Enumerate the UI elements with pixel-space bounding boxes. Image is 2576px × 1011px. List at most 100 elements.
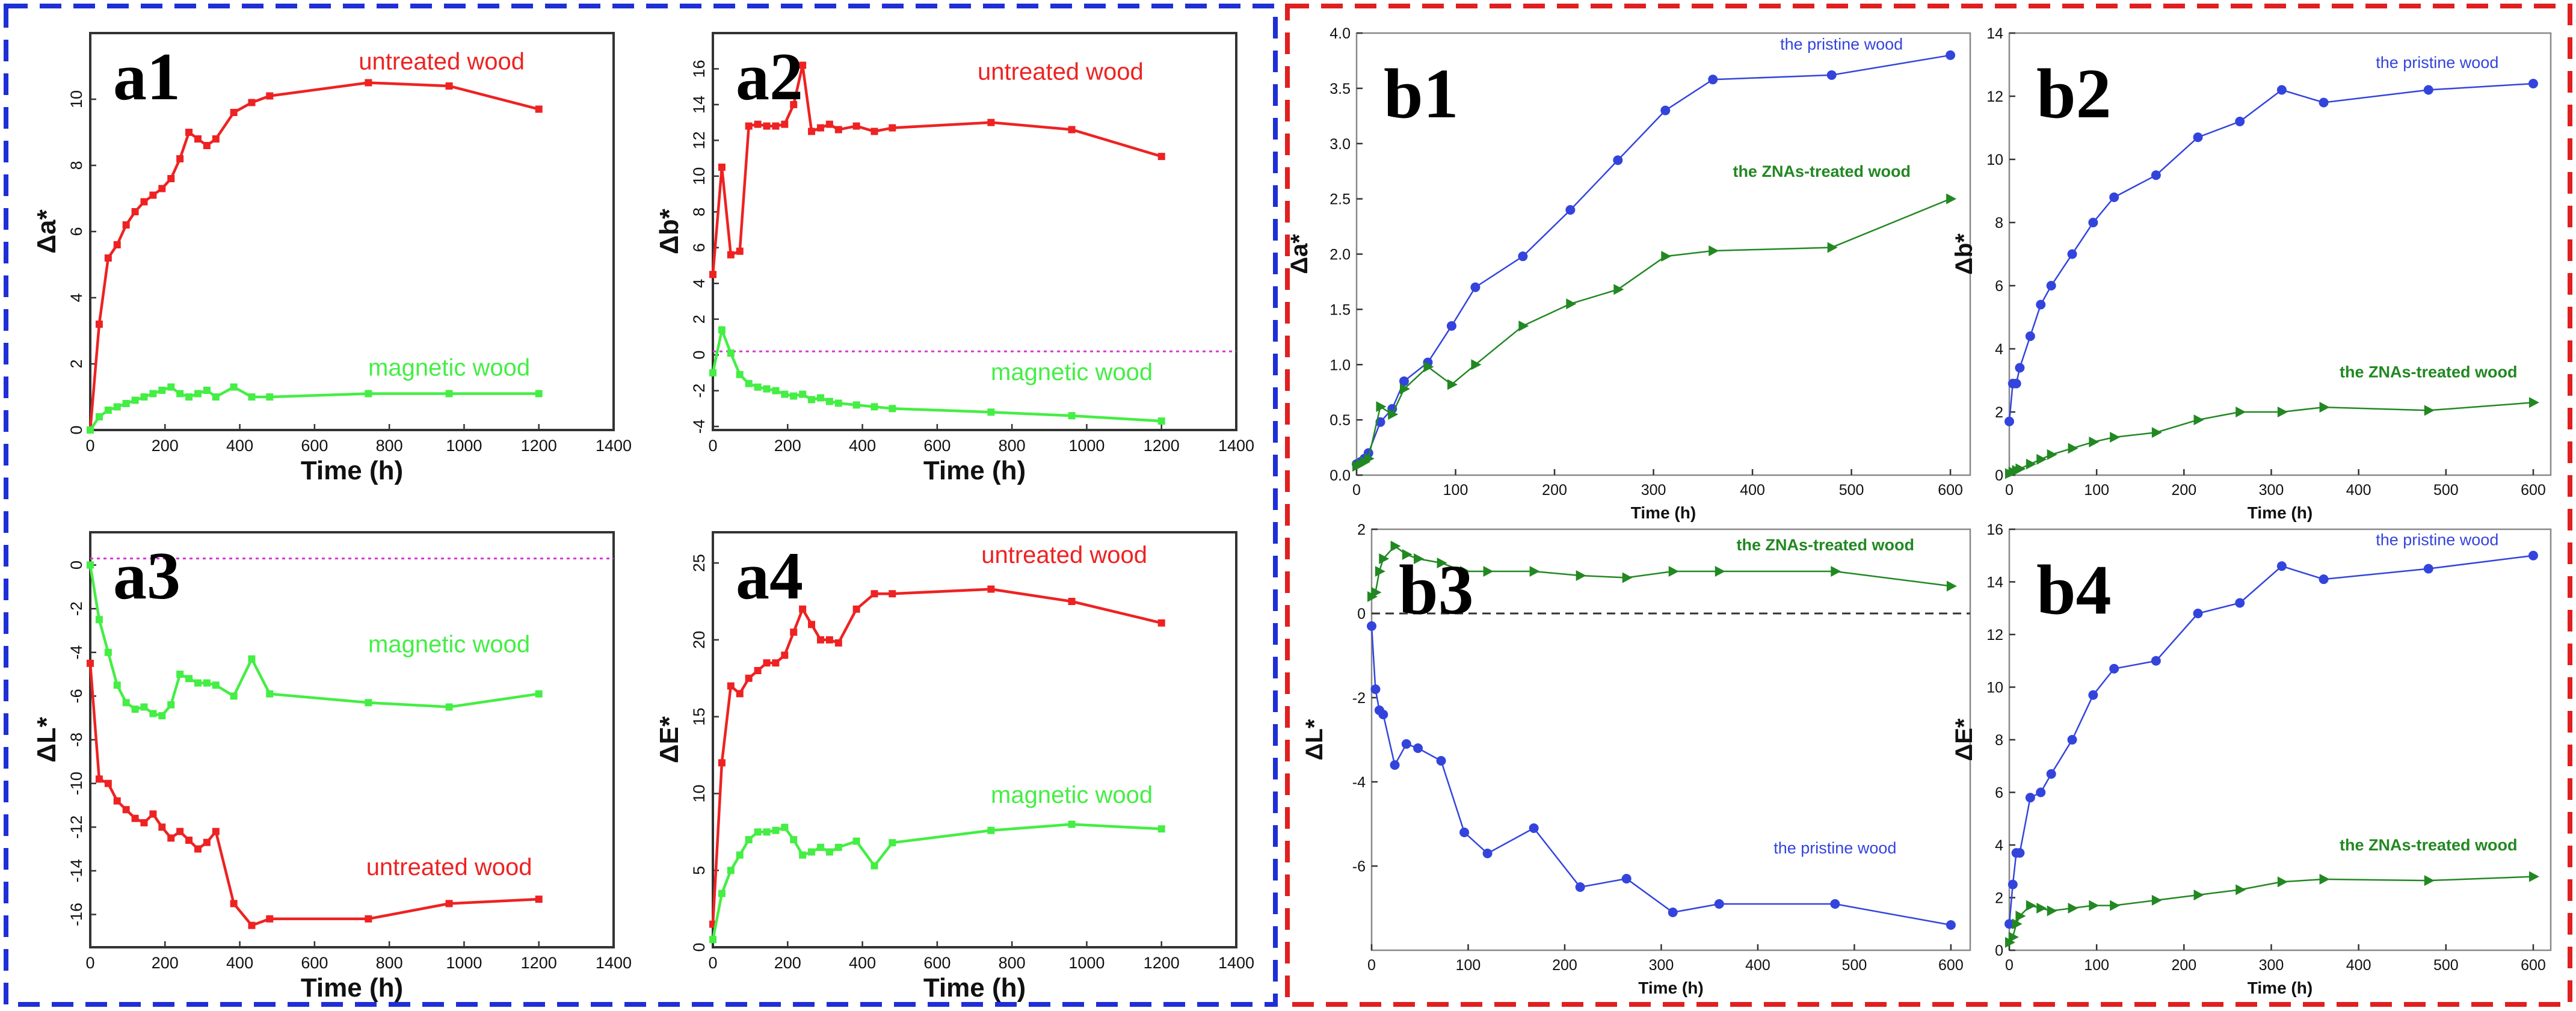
- x-tick-label: 1400: [1218, 437, 1254, 455]
- x-tick-label: 0: [85, 954, 94, 972]
- data-point: [718, 163, 726, 171]
- data-point: [852, 605, 860, 613]
- data-point: [1483, 566, 1494, 577]
- series-magnetic-wood: magnetic wood: [709, 325, 1165, 425]
- y-tick-label: 8: [67, 161, 85, 170]
- data-point: [2151, 656, 2161, 666]
- data-point: [709, 369, 716, 376]
- y-tick-label: 0: [67, 425, 85, 434]
- data-point: [718, 326, 726, 334]
- y-tick-label: 20: [690, 631, 708, 649]
- data-point: [736, 370, 744, 378]
- y-tick-label: 2.5: [1330, 191, 1351, 208]
- series-the-pristine-wood: the pristine wood: [2004, 54, 2538, 426]
- data-point: [185, 837, 193, 844]
- data-point: [95, 321, 103, 328]
- series-the-znas-treated-wood: the ZNAs-treated wood: [2005, 363, 2539, 479]
- data-point: [1437, 558, 1447, 568]
- data-point: [2424, 405, 2435, 416]
- y-tick-label: -2: [690, 384, 708, 398]
- y-axis-label: ΔL*: [1301, 719, 1328, 760]
- data-point: [763, 828, 771, 836]
- data-point: [2067, 249, 2077, 259]
- x-tick-label: 0: [1367, 957, 1376, 974]
- data-point: [745, 380, 753, 387]
- data-point: [176, 828, 184, 835]
- data-point: [1402, 549, 1413, 560]
- x-tick-label: 1400: [1218, 954, 1254, 972]
- data-point: [718, 890, 726, 897]
- y-tick-label: 1.0: [1330, 357, 1351, 373]
- x-tick-label: 600: [923, 954, 951, 972]
- data-point: [2036, 300, 2046, 310]
- data-point: [2528, 550, 2538, 561]
- y-tick-label: 3.5: [1330, 81, 1351, 97]
- y-tick-label: 12: [1986, 88, 2003, 105]
- data-point: [2423, 564, 2433, 574]
- data-point: [754, 383, 762, 391]
- chart-a3: 0 200 400 600 800 1000 1200 1400 -16 -14 -12 -10 -8 -…: [32, 531, 632, 1003]
- x-tick-label: 400: [226, 437, 253, 455]
- x-tick-label: 1200: [521, 437, 557, 455]
- data-point: [2319, 574, 2329, 585]
- data-point: [2036, 787, 2046, 797]
- data-point: [2528, 397, 2539, 408]
- y-tick-label: 12: [1986, 627, 2003, 644]
- data-point: [987, 826, 995, 834]
- series-label: the ZNAs-treated wood: [1737, 536, 1915, 554]
- data-point: [790, 628, 798, 636]
- data-point: [2424, 875, 2435, 887]
- y-axis-label: Δb*: [655, 208, 684, 254]
- x-tick-label: 0: [708, 954, 717, 972]
- data-point: [870, 862, 878, 870]
- data-point: [745, 674, 753, 682]
- data-point: [727, 867, 735, 874]
- data-point: [781, 651, 789, 659]
- data-point: [736, 690, 744, 698]
- data-point: [185, 129, 193, 136]
- data-point: [1399, 376, 1409, 386]
- panel-label-a3: a3: [113, 539, 180, 613]
- data-point: [535, 690, 543, 698]
- series-label: the pristine wood: [2376, 530, 2498, 549]
- series-the-znas-treated-wood: the ZNAs-treated wood: [2005, 836, 2539, 948]
- data-point: [1379, 553, 1390, 564]
- data-point: [772, 122, 780, 130]
- y-tick-label: 1.5: [1330, 301, 1351, 318]
- data-point: [2015, 848, 2025, 858]
- data-point: [2011, 378, 2021, 389]
- x-tick-label: 300: [1649, 957, 1674, 974]
- data-point: [2193, 132, 2203, 143]
- y-tick-label: 2.0: [1330, 247, 1351, 263]
- group-b-border: [1285, 4, 2572, 1007]
- x-tick-label: 200: [1542, 482, 1567, 499]
- series-label: the pristine wood: [1780, 35, 1903, 54]
- data-point: [1388, 408, 1399, 420]
- y-tick-label: 10: [690, 784, 708, 802]
- x-tick-label: 200: [774, 954, 801, 972]
- y-tick-label: 0: [1995, 467, 2003, 484]
- data-point: [1423, 361, 1434, 372]
- y-tick-label: -2: [67, 601, 85, 616]
- data-point: [1622, 572, 1633, 583]
- data-point: [727, 682, 735, 690]
- x-tick-label: 400: [1745, 957, 1770, 974]
- data-point: [104, 779, 112, 787]
- y-tick-label: -4: [67, 645, 85, 660]
- data-point: [2235, 117, 2245, 126]
- plot-frame: [89, 531, 615, 948]
- data-point: [158, 712, 166, 720]
- x-tick-label: 1000: [1068, 954, 1105, 972]
- data-point: [2277, 876, 2288, 888]
- y-tick-label: 0.5: [1330, 412, 1351, 429]
- y-tick-label: -12: [67, 816, 85, 839]
- data-point: [2528, 79, 2538, 88]
- data-point: [176, 390, 184, 398]
- y-tick-label: -6: [67, 689, 85, 703]
- series-untreated-wood: untreated wood: [87, 49, 543, 434]
- panel-label-b2: b2: [2036, 54, 2112, 133]
- y-tick-label: 14: [690, 96, 708, 114]
- data-point: [140, 198, 148, 206]
- data-point: [365, 915, 372, 923]
- y-tick-label: 10: [690, 167, 708, 185]
